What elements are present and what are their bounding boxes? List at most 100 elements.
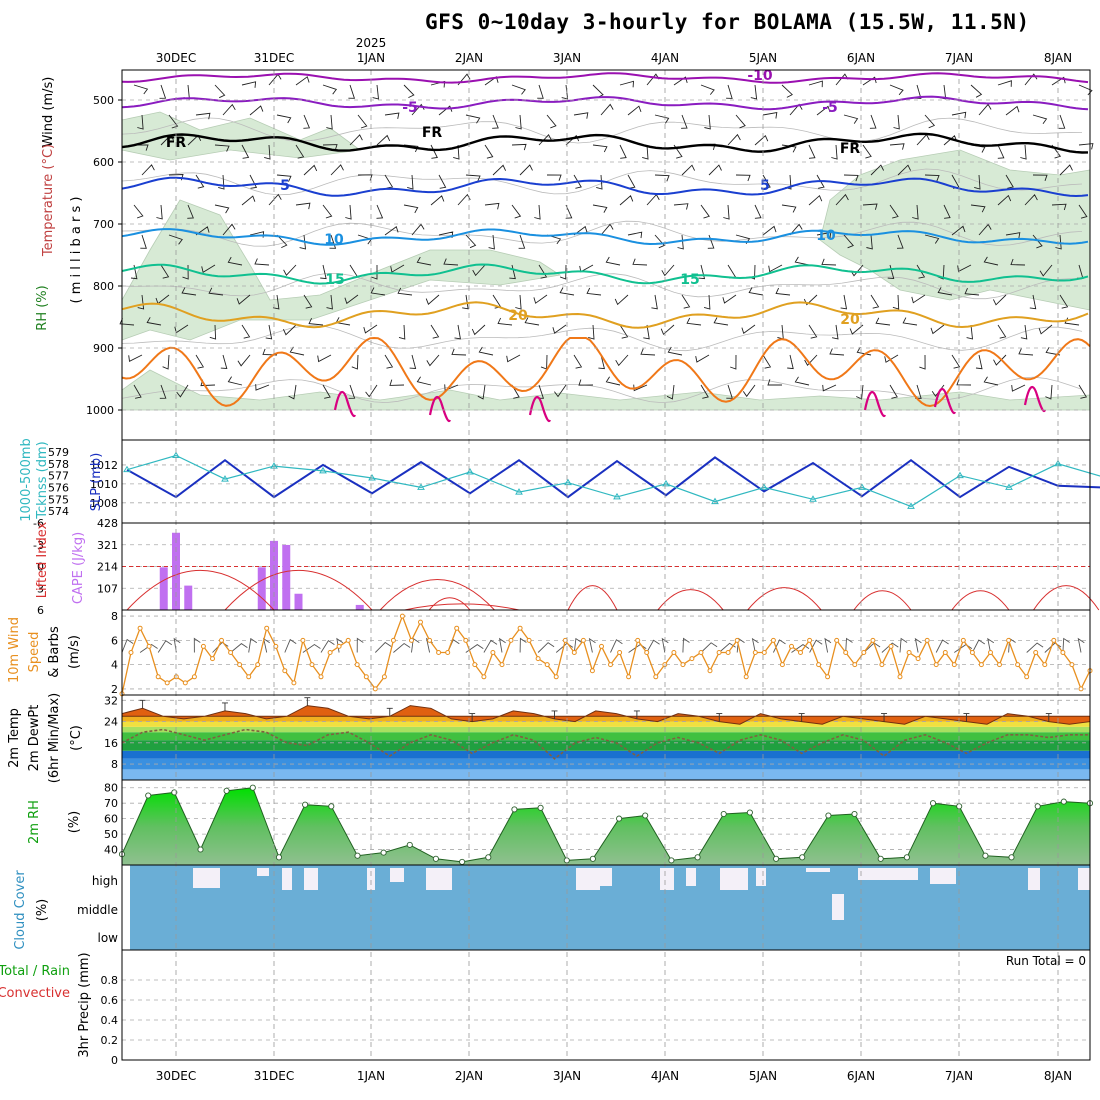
wind-speed-point: [182, 680, 188, 686]
rh-tick-label: 70: [104, 797, 118, 810]
wind-speed-point: [363, 674, 369, 680]
wind-speed-point: [589, 668, 595, 674]
wind-speed-point: [915, 656, 921, 662]
contour-temp_5: [121, 176, 1089, 198]
li-curve: [657, 589, 724, 611]
wind-speed-point: [798, 650, 803, 655]
year-label: 2025: [356, 36, 387, 50]
contour-temp_m10: [121, 72, 1089, 84]
rh-2m-point: [197, 846, 204, 853]
wind-speed-point: [933, 662, 939, 668]
wind-speed-point: [689, 656, 695, 662]
pressure-tick-label: 600: [93, 156, 114, 169]
li-curve: [126, 569, 275, 611]
temp-color-band: [122, 716, 1090, 722]
wind-speed-point: [969, 650, 975, 655]
contour-temp_10: [121, 228, 1089, 246]
thickness-tick-label: 578: [48, 458, 69, 471]
wind-speed-point: [418, 619, 423, 625]
wind-speed-point: [1024, 674, 1030, 680]
wind-speed-point: [861, 650, 867, 655]
precip-tick-label: 0.2: [101, 1034, 119, 1047]
wind-speed-point: [155, 674, 161, 680]
cloud-gap: [660, 868, 674, 890]
rh-2m-point: [982, 852, 989, 859]
pressure-tick-label: 900: [93, 342, 114, 355]
li-curve: [567, 585, 618, 611]
wind-tick-label: 8: [111, 610, 118, 623]
wind-speed-point: [1051, 637, 1057, 643]
cape-tick-label: 214: [97, 561, 118, 574]
thickness-tick-label: 576: [48, 481, 69, 494]
li-tick-label: 3: [37, 582, 44, 595]
temp-max-marker: [551, 710, 558, 719]
rh-region-0: [121, 111, 362, 161]
precip-tick-label: 0.8: [101, 974, 119, 987]
wind-speed-point: [825, 674, 831, 680]
rh-2m-point: [1060, 798, 1067, 805]
thickness-point: [515, 488, 523, 495]
date-label-bottom: 3JAN: [553, 1069, 581, 1083]
temp-color-band: [122, 769, 1090, 780]
wind-speed-point: [870, 637, 876, 643]
panel-wind-bg: [122, 610, 1090, 695]
cloud-gap: [367, 868, 375, 890]
temp-color-band: [122, 732, 1090, 741]
cloud-label: Cloud Cover: [13, 870, 28, 950]
rh-2m-point: [328, 803, 335, 810]
thickness-tick-label: 575: [48, 493, 69, 506]
rh-2m-point: [275, 854, 283, 861]
rh-2m-point: [145, 792, 152, 799]
wind-speed-point: [743, 674, 749, 680]
wind-speed-point: [291, 680, 297, 686]
cape-tick-label: 107: [97, 582, 118, 595]
temp-color-band: [122, 721, 1090, 727]
date-label-bottom: 8JAN: [1044, 1069, 1072, 1083]
contour-temp_15: [121, 263, 1089, 285]
contour-temp_30-1: [428, 395, 452, 423]
contour-label: -5: [402, 100, 418, 116]
wind-speed-point: [988, 650, 993, 655]
upper-pressure-label: ( m i l l i b a r s ): [69, 197, 84, 304]
date-label-bottom: 5JAN: [749, 1069, 777, 1083]
wind-speed-point: [671, 650, 677, 655]
rh-contour-5: [121, 376, 1083, 404]
wind-speed-point: [309, 662, 315, 668]
slp-tick-label: 1008: [90, 497, 118, 510]
cloud-gap: [806, 868, 830, 872]
wind10-speed-label: Speed: [27, 632, 42, 673]
wind-speed-point: [635, 637, 641, 643]
temp-color-band: [122, 726, 1090, 733]
wind-tick-label: 2: [111, 683, 118, 696]
rh-tick-label: 80: [104, 782, 118, 795]
rh-2m-point: [851, 810, 858, 818]
cloud-gap: [930, 868, 956, 884]
wind-speed-point: [608, 662, 613, 668]
wind-speed-point: [191, 674, 197, 680]
wind-speed-point: [653, 674, 659, 680]
wind-speed-point: [924, 637, 930, 643]
contour-label: 10: [324, 232, 344, 248]
slp-tick-label: 1012: [90, 459, 118, 472]
thickness-point: [809, 495, 817, 502]
contour-temp_30-3: [863, 390, 887, 418]
wind-speed-point: [599, 643, 604, 649]
wind-speed-point: [427, 637, 433, 643]
li-curve: [224, 569, 373, 611]
cape-bar: [282, 544, 291, 610]
date-label-bottom: 2JAN: [455, 1069, 483, 1083]
wind-speed-point: [698, 650, 704, 655]
date-label-top: 31DEC: [254, 51, 294, 65]
wind-speed-point: [517, 625, 523, 631]
thickness-point: [760, 483, 768, 490]
wind-speed-point: [725, 650, 731, 655]
thickness-point: [613, 492, 621, 500]
wind-speed-point: [345, 637, 351, 643]
upper-wind-label: Wind (m/s): [41, 77, 56, 148]
rh-2m-point: [537, 804, 544, 811]
wind-speed-point: [789, 643, 794, 649]
pressure-tick-label: 1000: [86, 404, 114, 417]
date-label-bottom: 6JAN: [847, 1069, 875, 1083]
wind-speed-point: [906, 650, 912, 655]
rh-tick-label: 60: [104, 813, 118, 826]
